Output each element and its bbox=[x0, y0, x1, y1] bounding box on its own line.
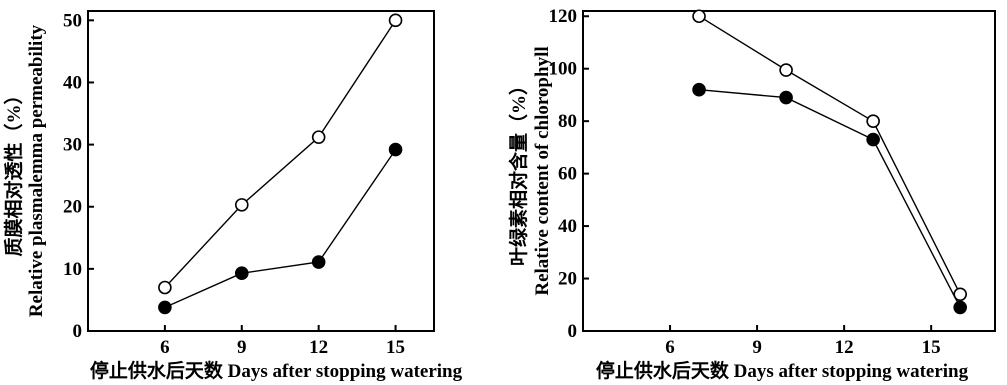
plot-frame bbox=[87, 10, 435, 332]
x-tick-label: 15 bbox=[922, 337, 941, 358]
y-tick-label: 80 bbox=[558, 111, 577, 132]
y-tick-label: 60 bbox=[558, 164, 577, 185]
series-line-filled-circle bbox=[164, 149, 397, 309]
y-axis-label-line2: Relative content of chlorophyll bbox=[532, 46, 553, 295]
y-tick-label: 40 bbox=[558, 216, 577, 237]
x-tick-label: 15 bbox=[386, 337, 405, 358]
plot-frame bbox=[582, 10, 996, 332]
x-axis-label: 停止供水后天数 Days after stopping watering bbox=[596, 359, 969, 382]
data-point-open-circle bbox=[953, 287, 967, 302]
data-point-filled-circle bbox=[311, 255, 326, 269]
series-line-open-circle bbox=[698, 15, 961, 295]
data-point-filled-circle bbox=[692, 82, 706, 97]
data-point-filled-circle bbox=[158, 300, 172, 315]
x-tick-label: 6 bbox=[665, 337, 675, 358]
x-tick-label: 12 bbox=[835, 337, 854, 358]
y-axis-label-line1: 叶绿素相对含量（%） bbox=[507, 76, 530, 266]
y-tick-label: 30 bbox=[63, 135, 82, 156]
x-tick-label: 9 bbox=[237, 337, 247, 358]
x-tick-label: 12 bbox=[309, 337, 328, 358]
data-point-open-circle bbox=[388, 13, 403, 28]
y-tick-label: 0 bbox=[73, 321, 83, 342]
y-tick-label: 50 bbox=[63, 10, 82, 31]
data-point-open-circle bbox=[866, 114, 880, 128]
y-tick-label: 20 bbox=[558, 269, 577, 290]
y-tick-label: 0 bbox=[568, 321, 578, 342]
x-axis-label: 停止供水后天数 Days after stopping watering bbox=[90, 359, 463, 382]
series-line-filled-circle bbox=[699, 89, 961, 308]
data-point-open-circle bbox=[779, 63, 793, 77]
data-point-open-circle bbox=[311, 130, 326, 144]
data-point-filled-circle bbox=[779, 90, 793, 105]
x-tick-label: 9 bbox=[752, 337, 762, 358]
data-point-open-circle bbox=[158, 280, 172, 295]
data-point-filled-circle bbox=[953, 300, 967, 315]
y-axis-label-line1: 质膜相对透性（%） bbox=[2, 85, 25, 256]
data-point-open-circle bbox=[692, 9, 706, 24]
y-axis-label-line2: Relative plasmalemma permeability bbox=[26, 24, 47, 317]
y-tick-label: 40 bbox=[63, 72, 82, 93]
y-tick-label: 120 bbox=[549, 6, 578, 27]
x-tick-label: 6 bbox=[160, 337, 170, 358]
y-tick-label: 20 bbox=[63, 197, 82, 218]
series-line-open-circle bbox=[164, 19, 397, 288]
y-tick-label: 10 bbox=[63, 259, 82, 280]
data-point-open-circle bbox=[234, 198, 249, 212]
data-point-filled-circle bbox=[234, 266, 249, 281]
y-tick-label: 100 bbox=[549, 59, 578, 80]
data-point-filled-circle bbox=[388, 142, 403, 157]
data-point-filled-circle bbox=[866, 132, 880, 147]
